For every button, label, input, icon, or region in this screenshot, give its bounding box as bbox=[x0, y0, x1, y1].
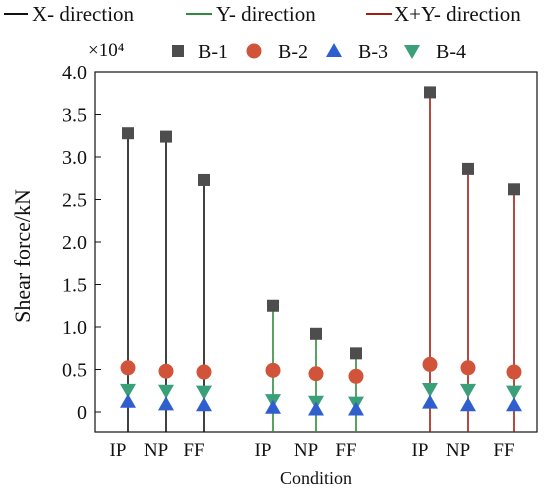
point-b-4 bbox=[158, 384, 174, 399]
point-b-1 bbox=[310, 327, 322, 340]
point-b-2 bbox=[120, 360, 136, 376]
x-tick-label: IP bbox=[110, 440, 127, 461]
point-b-1 bbox=[350, 347, 362, 360]
point-b-4 bbox=[460, 383, 476, 398]
x-tick-label: NP bbox=[144, 440, 168, 461]
y-tick-label: 0 bbox=[77, 402, 87, 424]
x-tick-label: FF bbox=[183, 440, 204, 461]
y-tick-label: 3.0 bbox=[62, 147, 87, 169]
legend-marker-swatch bbox=[172, 45, 184, 57]
point-b-3 bbox=[120, 393, 136, 408]
legend-line-label: Y- direction bbox=[216, 2, 316, 26]
point-b-2 bbox=[265, 362, 281, 378]
legend-line-label: X- direction bbox=[32, 2, 135, 26]
y-tick-label: 3.5 bbox=[62, 105, 87, 127]
point-b-3 bbox=[158, 396, 174, 411]
point-b-4 bbox=[120, 383, 136, 398]
point-b-2 bbox=[460, 360, 476, 376]
y-axis-label: Shear force/kN bbox=[10, 189, 35, 323]
point-b-3 bbox=[196, 397, 212, 412]
y-tick-label: 2.5 bbox=[62, 190, 87, 212]
x-tick-label: FF bbox=[493, 440, 514, 461]
point-b-3 bbox=[460, 397, 476, 412]
point-b-4 bbox=[422, 383, 438, 398]
point-b-4 bbox=[196, 385, 212, 400]
point-b-1 bbox=[424, 86, 436, 99]
point-b-4 bbox=[506, 385, 522, 400]
legend-marker-label: B-2 bbox=[278, 41, 308, 63]
plot-marks bbox=[120, 86, 522, 432]
x-tick-label: FF bbox=[335, 440, 356, 461]
x-tick-label: NP bbox=[294, 440, 318, 461]
legend-marker-swatch bbox=[404, 45, 420, 59]
point-b-1 bbox=[508, 183, 520, 196]
point-b-2 bbox=[422, 356, 438, 372]
y-tick-label: 1.0 bbox=[62, 317, 87, 339]
x-tick-label: IP bbox=[412, 440, 429, 461]
legend-line-label: X+Y- direction bbox=[394, 2, 521, 26]
legend-marker-label: B-4 bbox=[436, 41, 466, 63]
x-tick-label: IP bbox=[255, 440, 272, 461]
plot-axes: 0 0.5 1.0 1.5 2.0 2.5 3.0 3.5 4.0 IP NP FF IP NP FF IP N… bbox=[62, 62, 538, 461]
point-b-3 bbox=[308, 401, 324, 416]
legend-marker-label: B-3 bbox=[358, 41, 388, 63]
legend-marker-label: B-1 bbox=[198, 41, 228, 63]
y-tick-label: 0.5 bbox=[62, 360, 87, 382]
point-b-1 bbox=[160, 130, 172, 143]
point-b-3 bbox=[506, 397, 522, 412]
point-b-2 bbox=[506, 364, 522, 380]
point-b-2 bbox=[158, 363, 174, 379]
legend-marker-swatch bbox=[246, 43, 262, 59]
point-b-1 bbox=[462, 162, 474, 175]
series-legend: B-1 B-2 B-3 B-4 bbox=[172, 41, 466, 63]
x-tick-label: NP bbox=[446, 440, 470, 461]
point-b-2 bbox=[348, 368, 364, 384]
point-b-3 bbox=[348, 401, 364, 416]
direction-legend: X- direction Y- direction X+Y- direction bbox=[4, 2, 521, 26]
legend-marker-swatch bbox=[326, 43, 342, 57]
point-b-1 bbox=[122, 127, 134, 140]
point-b-1 bbox=[267, 299, 279, 312]
x-axis-label: Condition bbox=[280, 468, 352, 488]
y-multiplier-label: ×10⁴ bbox=[88, 40, 125, 61]
point-b-1 bbox=[198, 173, 210, 186]
y-tick-label: 2.0 bbox=[62, 232, 87, 254]
point-b-3 bbox=[265, 399, 281, 414]
y-tick-label: 4.0 bbox=[62, 62, 87, 84]
point-b-2 bbox=[196, 364, 212, 380]
y-tick-label: 1.5 bbox=[62, 275, 87, 297]
point-b-3 bbox=[422, 394, 438, 409]
point-b-2 bbox=[308, 366, 324, 382]
